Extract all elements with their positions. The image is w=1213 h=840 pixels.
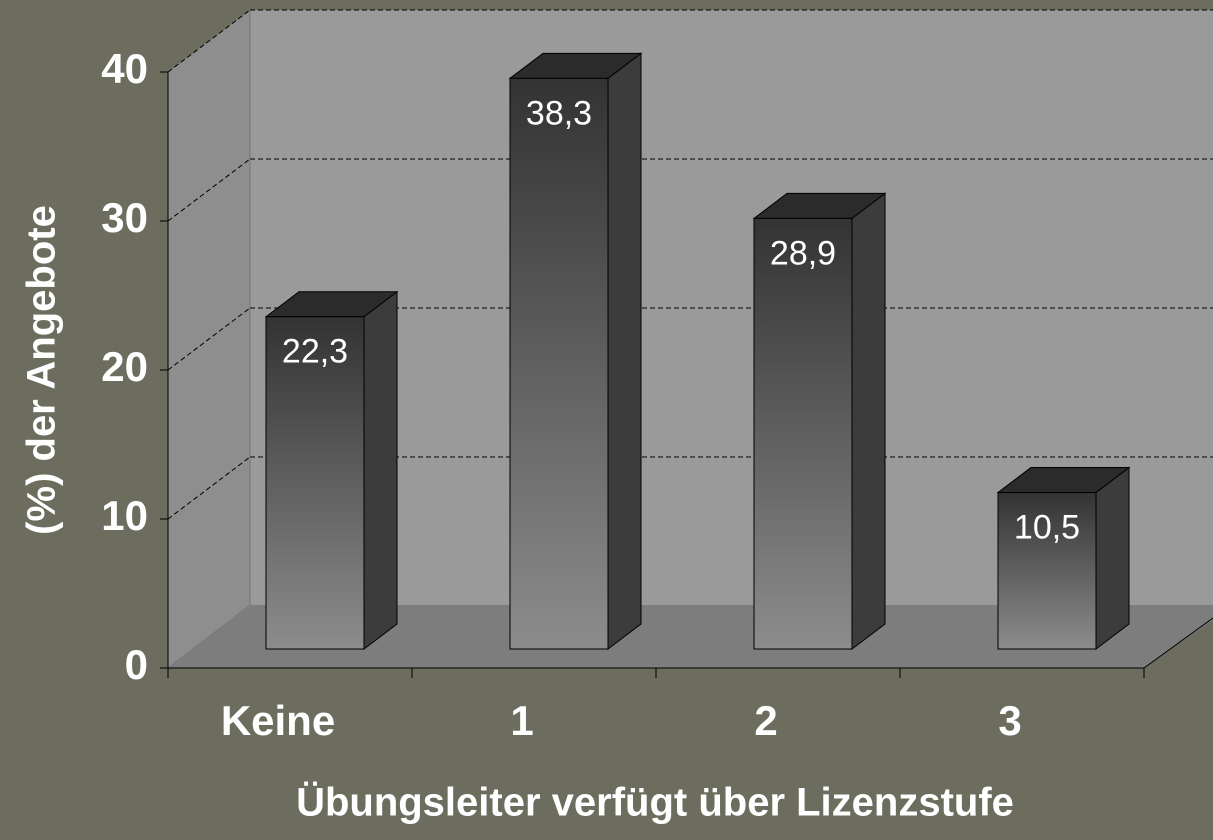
bar xyxy=(753,217,853,650)
bar-side xyxy=(363,290,398,651)
x-tick-label: Keine xyxy=(221,697,335,744)
bar-side xyxy=(1095,466,1130,651)
y-tick-label: 10 xyxy=(101,492,148,539)
floor-edge xyxy=(1143,617,1213,669)
bar xyxy=(509,77,609,650)
bar-side xyxy=(607,52,642,651)
value-label: 22,3 xyxy=(282,333,348,371)
bar xyxy=(997,492,1097,650)
y-axis-title: (%) der Angebote xyxy=(20,205,64,535)
y-tick-label: 40 xyxy=(101,45,148,92)
x-tick-label: 1 xyxy=(510,697,533,744)
value-label: 28,9 xyxy=(770,234,836,272)
grid-line xyxy=(167,456,251,520)
grid-line xyxy=(167,9,251,73)
grid-line xyxy=(167,158,251,222)
y-tick-label: 0 xyxy=(125,641,148,688)
x-tick-label: 2 xyxy=(754,697,777,744)
bar-side xyxy=(851,192,886,651)
y-tick-label: 20 xyxy=(101,343,148,390)
value-label: 38,3 xyxy=(526,94,592,132)
bar xyxy=(265,316,365,650)
y-tick-label: 30 xyxy=(101,194,148,241)
x-axis-title: Übungsleiter verfügt über Lizenzstufe xyxy=(296,780,1014,825)
x-tick-label: 3 xyxy=(998,697,1021,744)
value-label: 10,5 xyxy=(1014,509,1080,547)
floor xyxy=(168,605,1213,668)
grid-line xyxy=(167,307,251,371)
